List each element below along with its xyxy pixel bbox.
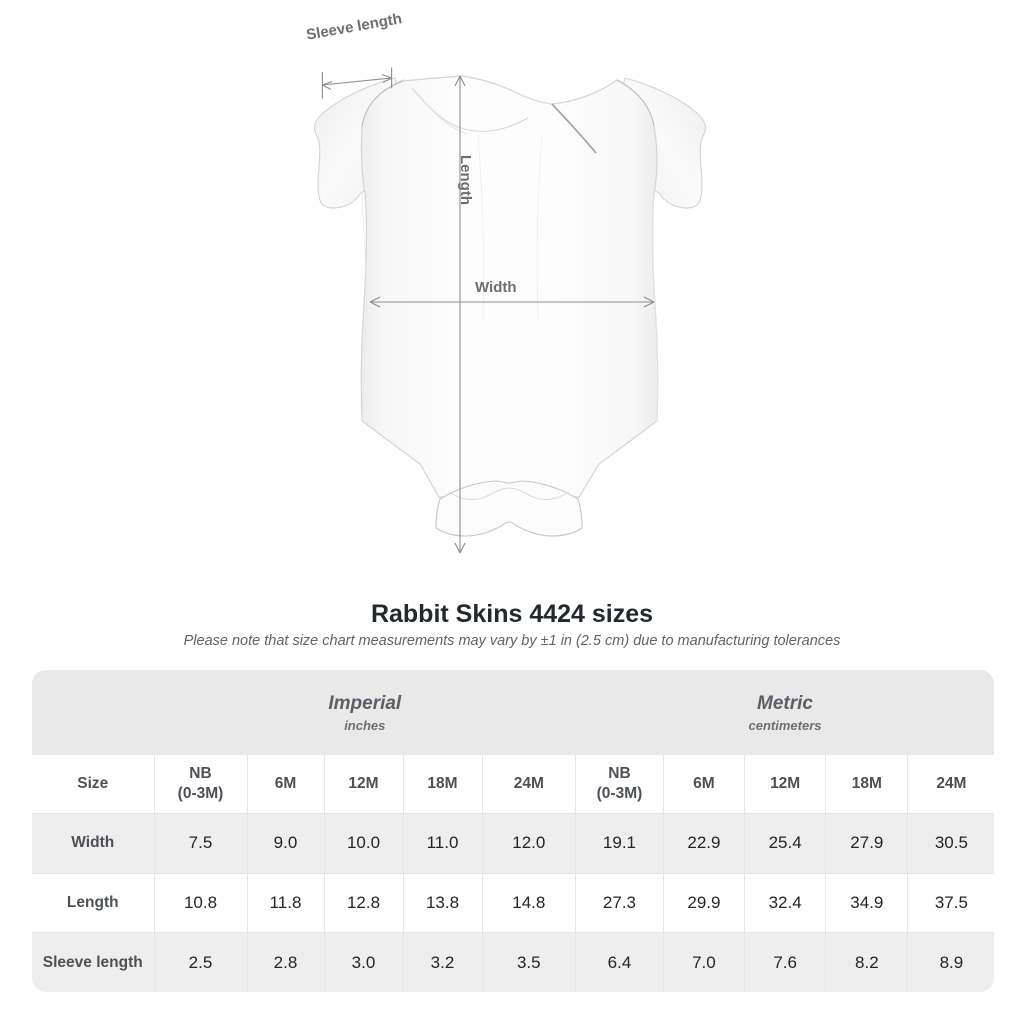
svg-text:Width: Width bbox=[475, 279, 517, 296]
